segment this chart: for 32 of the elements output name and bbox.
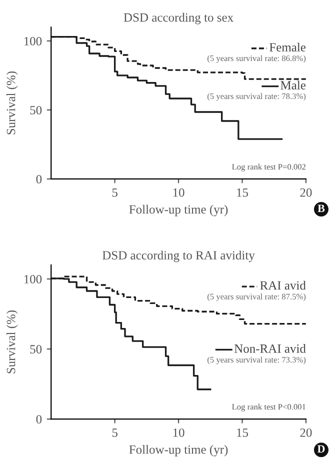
y-tick-label: 50 — [30, 106, 42, 114]
text: D — [317, 445, 325, 453]
x-axis-title: Follow-up time (yr) — [129, 204, 228, 216]
annotation: (5 years survival rate: 78.3%) — [208, 93, 306, 101]
annotation: Log rank test P=0.002 — [232, 164, 306, 172]
text: B — [318, 204, 325, 212]
x-tick-label: 20 — [300, 188, 312, 197]
y-tick-label: 0 — [36, 415, 42, 424]
chart-title: DSD according to sex — [124, 12, 234, 24]
annotation: (5 years survival rate: 87.5%) — [208, 294, 306, 302]
y-tick-label: 100 — [24, 274, 42, 284]
x-tick-label: 5 — [112, 428, 118, 437]
legend-label: Male — [280, 80, 306, 90]
x-tick-label: 15 — [237, 428, 248, 437]
annotation: (5 years survival rate: 73.3%) — [208, 356, 306, 364]
legend-label: Non-RAI avid — [234, 344, 306, 353]
legend-label: RAI avid — [260, 280, 306, 290]
y-axis-title: Survival (%) — [6, 71, 18, 134]
y-tick-label: 50 — [30, 345, 42, 354]
annotation: Log rank test P<0.001 — [232, 404, 306, 412]
y-axis-title: Survival (%) — [6, 310, 18, 374]
x-axis-title: Follow-up time (yr) — [129, 444, 228, 456]
x-tick-label: 10 — [173, 428, 184, 437]
annotation: (5 years survival rate: 86.8%) — [208, 55, 306, 63]
legend-label: Female — [270, 42, 306, 52]
chart-title: DSD according to RAI avidity — [102, 250, 255, 262]
x-tick-label: 5 — [112, 188, 118, 197]
x-tick-label: 10 — [173, 188, 184, 197]
y-tick-label: 100 — [24, 36, 42, 46]
x-tick-label: 15 — [237, 188, 248, 197]
y-tick-label: 0 — [36, 174, 42, 184]
x-tick-label: 20 — [300, 428, 312, 437]
